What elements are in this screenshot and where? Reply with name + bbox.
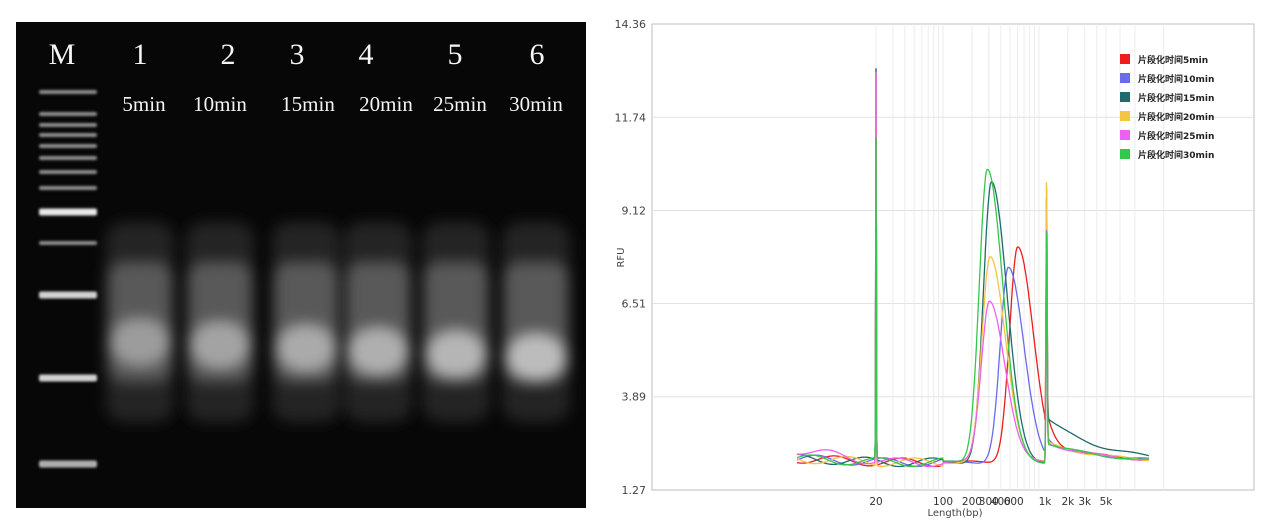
legend-entry: 片段化时间25min (1138, 130, 1214, 142)
ladder-band (39, 241, 97, 245)
gel-lane-smear (422, 222, 490, 422)
y-axis-label: RFU (616, 248, 627, 268)
y-tick-label: 1.27 (622, 484, 647, 497)
legend-swatch (1120, 54, 1130, 64)
legend-entry: 片段化时间30min (1138, 149, 1214, 161)
chart-series (796, 68, 1150, 468)
lane-time-6: 30min (509, 92, 563, 116)
lane-number-6: 6 (529, 38, 545, 71)
x-tick-label: 1k (1039, 496, 1053, 508)
ladder-band (39, 186, 97, 190)
gel-lane-smear (272, 222, 340, 422)
lane-number-4: 4 (358, 38, 374, 71)
x-tick-label: 400 (991, 496, 1011, 508)
lane-number-5: 5 (447, 38, 463, 71)
x-tick-label: 3k (1078, 496, 1092, 508)
marker-lane-label: M (48, 38, 76, 71)
gel-electrophoresis-image: M 1 2 3 4 5 6 5min 10min 15min 20min 25m… (16, 22, 586, 508)
legend-entry: 片段化时间5min (1138, 54, 1208, 66)
lane-time-4: 20min (359, 92, 413, 116)
y-tick-label: 3.89 (622, 391, 647, 404)
ladder-band (39, 90, 97, 94)
y-tick-label: 6.51 (622, 297, 647, 310)
x-tick-label: 200 (962, 496, 982, 508)
gel-lane-smear (502, 222, 570, 422)
x-tick-label: 5k (1100, 496, 1114, 508)
legend-swatch (1120, 149, 1130, 159)
legend-entry: 片段化时间15min (1138, 92, 1214, 104)
lane-time-2: 10min (193, 92, 247, 116)
lane-time-1: 5min (122, 92, 166, 116)
ladder-band (39, 374, 97, 382)
chart-canvas: 1.27 3.89 6.51 9.12 11.74 14.36 20 100 200300400… (615, 18, 1255, 519)
gel-lane-smear (344, 222, 412, 422)
legend-swatch (1120, 130, 1130, 140)
legend-swatch (1120, 111, 1130, 121)
ladder-band (39, 208, 97, 216)
lane-time-5: 25min (433, 92, 487, 116)
ladder-band (39, 291, 97, 299)
ladder-band (39, 123, 97, 127)
x-tick-label: 20 (869, 496, 882, 508)
y-tick-label: 11.74 (615, 111, 647, 124)
ladder-band (39, 112, 97, 116)
legend-swatch (1120, 73, 1130, 83)
legend-entry: 片段化时间20min (1138, 111, 1214, 123)
chart-legend: 片段化时间5min 片段化时间10min 片段化时间15min 片段化时间20min 片… (1120, 54, 1214, 161)
ladder-band (39, 156, 97, 160)
gel-bands (39, 90, 570, 468)
chart-axes: 1.27 3.89 6.51 9.12 11.74 14.36 20 100 200300400… (615, 18, 1114, 519)
y-tick-label: 9.12 (622, 205, 647, 218)
plot-area (651, 23, 1255, 491)
gel-lane-smear (106, 222, 174, 422)
lane-number-3: 3 (289, 38, 305, 71)
x-axis-label: Length(bp) (928, 508, 983, 519)
chart-grid (651, 23, 1255, 491)
x-tick-label: 600 (1004, 496, 1024, 508)
fragment-size-chart: 1.27 3.89 6.51 9.12 11.74 14.36 20 100 200 300 400… (608, 12, 1258, 522)
ladder-band (39, 460, 97, 468)
lane-number-1: 1 (132, 38, 148, 71)
series-line (796, 137, 1150, 468)
ladder-band (39, 133, 97, 137)
y-tick-label: 14.36 (615, 18, 647, 31)
ladder-band (39, 144, 97, 148)
gel-lane-smear (186, 222, 254, 422)
legend-entry: 片段化时间10min (1138, 73, 1214, 85)
legend-swatch (1120, 92, 1130, 102)
x-tick-label: 100 (933, 496, 953, 508)
x-tick-label: 300 (979, 496, 999, 508)
x-tick-label: 2k (1061, 496, 1075, 508)
lane-time-3: 15min (281, 92, 335, 116)
lane-number-2: 2 (220, 38, 236, 71)
ladder-band (39, 170, 97, 174)
